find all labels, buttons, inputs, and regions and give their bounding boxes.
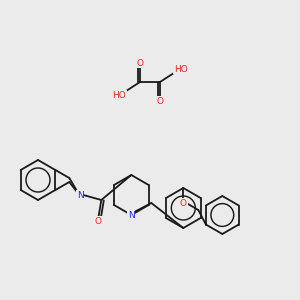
Text: N: N: [77, 190, 84, 200]
Text: O: O: [95, 217, 102, 226]
Text: N: N: [128, 211, 135, 220]
Text: O: O: [180, 199, 187, 208]
Text: O: O: [157, 97, 164, 106]
Text: O: O: [136, 58, 143, 68]
Text: HO: HO: [174, 64, 188, 74]
Text: HO: HO: [112, 91, 126, 100]
